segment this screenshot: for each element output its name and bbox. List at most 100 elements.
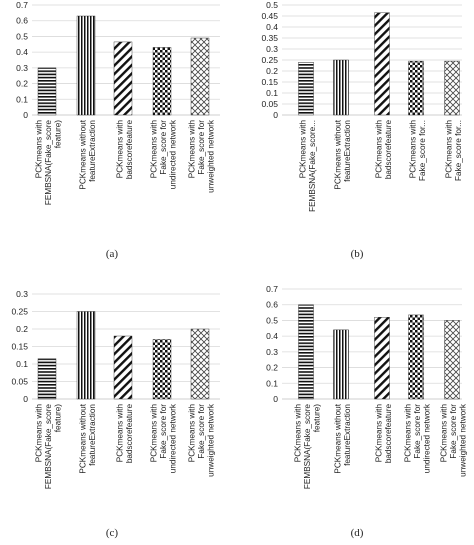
x-tick-label-line: Fake_score for bbox=[197, 120, 206, 175]
x-tick-label: PCKmeans without featureExtraction bbox=[78, 119, 97, 189]
bar-3 bbox=[374, 12, 390, 116]
x-tick-label-line: PCKmeans with bbox=[404, 404, 413, 463]
x-tick-label-line: FEMBSNA(Fake_score bbox=[303, 404, 312, 490]
x-tick-label-line: PCKmeans without bbox=[333, 119, 342, 189]
y-tick-label: 0.5 bbox=[266, 0, 278, 10]
x-tick-label-line: PCKmeans with bbox=[150, 404, 159, 463]
x-tick-label: PCKmeans with badscorefeature bbox=[115, 404, 134, 464]
x-tick-label-line: Fake_score for... bbox=[454, 120, 463, 181]
bar-3 bbox=[113, 41, 133, 116]
x-tick-label-line: badscorefeature bbox=[125, 120, 134, 180]
x-tick-label-line: PCKmeans with bbox=[298, 120, 307, 179]
caption-a: (a) bbox=[106, 248, 119, 260]
x-tick-label: PCKmeans without featureExtraction bbox=[78, 403, 97, 473]
y-tick-label: 0.3 bbox=[266, 347, 278, 357]
x-tick-label: PCKmeans with Fake_score for undirected ne… bbox=[404, 403, 432, 473]
x-tick-label: PCKmeans with FEMBSNA(Fake_score feature) bbox=[35, 404, 63, 490]
x-tick-label-line: PCKmeans with bbox=[408, 120, 417, 179]
x-tick-label-line: Fake_score for bbox=[413, 404, 422, 459]
y-tick-label: 0 bbox=[273, 110, 278, 120]
y-tick-label: 0.25 bbox=[261, 55, 278, 65]
bar-5 bbox=[444, 320, 460, 400]
x-tick-label-line: featureExtraction bbox=[88, 404, 97, 466]
x-tick-label-line: PCKmeans with bbox=[188, 120, 197, 179]
bar-3 bbox=[113, 335, 133, 400]
y-tick-label: 0.2 bbox=[266, 66, 278, 76]
y-tick-label: 0.1 bbox=[16, 94, 28, 104]
x-tick-label-line: PCKmeans with bbox=[440, 404, 449, 463]
x-tick-label-line: FEMBSNA(Fake_score bbox=[44, 404, 53, 490]
caption-b: (b) bbox=[351, 248, 364, 260]
bar-4 bbox=[152, 339, 172, 400]
x-tick-label-line: PCKmeans with bbox=[188, 404, 197, 463]
x-tick-label-line: undirected network bbox=[423, 403, 432, 473]
y-tick-label: 0.2 bbox=[16, 79, 28, 89]
bar-3 bbox=[374, 317, 390, 400]
x-tick-label-line: FEMBSNA(Fake_score bbox=[44, 120, 53, 206]
bar-2 bbox=[333, 329, 349, 400]
y-tick-label: 0.2 bbox=[266, 363, 278, 373]
bar-1 bbox=[298, 62, 314, 116]
bar-4 bbox=[408, 60, 424, 116]
x-tick-label-line: undirected network bbox=[169, 119, 178, 189]
y-tick-label: 0 bbox=[273, 394, 278, 404]
y-tick-label: 0.25 bbox=[11, 307, 28, 317]
x-tick-label: PCKmeans without featureExtraction bbox=[333, 119, 352, 189]
x-tick-label: PCKmeans with FEMBSNA(Fake_score... bbox=[298, 120, 317, 212]
x-tick-label-line: Fake_score for bbox=[159, 120, 168, 175]
x-tick-label-line: PCKmeans with bbox=[35, 120, 44, 179]
caption-d: (d) bbox=[351, 527, 364, 539]
y-tick-label: 0 bbox=[23, 110, 28, 120]
x-tick-label-line: PCKmeans with bbox=[444, 120, 453, 179]
bar-2 bbox=[76, 311, 96, 400]
x-tick-label-line: Fake_score for bbox=[449, 404, 458, 459]
x-tick-label-line: PCKmeans with bbox=[374, 404, 383, 463]
y-tick-label: 0.3 bbox=[16, 63, 28, 73]
x-tick-label: PCKmeans with Fake_score for... bbox=[444, 120, 463, 181]
y-tick-label: 0.15 bbox=[261, 77, 278, 87]
y-tick-label: 0.4 bbox=[266, 22, 278, 32]
bar-1 bbox=[298, 304, 314, 400]
x-tick-label: PCKmeans with Fake_score for unweighted ne… bbox=[188, 119, 216, 193]
x-tick-label: PCKmeans with Fake_score for undirected ne… bbox=[150, 403, 178, 473]
x-tick-label-line: unweighted network bbox=[207, 119, 216, 193]
x-tick-label: PCKmeans with badscorefeature bbox=[374, 120, 393, 180]
x-tick-label: PCKmeans with FEMBSNA(Fake_score feature) bbox=[35, 120, 63, 206]
x-tick-label: PCKmeans with FEMBSNA(Fake_score feature) bbox=[294, 404, 322, 490]
bar-1 bbox=[37, 67, 57, 116]
x-tick-label: PCKmeans with Fake_score for... bbox=[408, 120, 427, 181]
x-tick-label-line: badscorefeature bbox=[125, 404, 134, 464]
x-tick-label-line: PCKmeans with bbox=[294, 404, 303, 463]
bar-1 bbox=[37, 358, 57, 400]
y-tick-label: 0.05 bbox=[11, 377, 28, 387]
y-tick-label: 0.6 bbox=[266, 300, 278, 310]
bar-2 bbox=[333, 59, 349, 116]
y-tick-label: 0.1 bbox=[266, 88, 278, 98]
x-tick-label-line: feature) bbox=[313, 404, 322, 432]
x-tick-label: PCKmeans with Fake_score for unweighted ne… bbox=[440, 403, 468, 477]
y-tick-label: 0.1 bbox=[16, 359, 28, 369]
y-tick-label: 0.35 bbox=[261, 33, 278, 43]
y-tick-label: 0 bbox=[23, 394, 28, 404]
y-tick-label: 0.3 bbox=[266, 44, 278, 54]
caption-c: (c) bbox=[106, 527, 119, 539]
x-tick-label-line: badscorefeature bbox=[384, 404, 393, 464]
x-tick-label-line: badscorefeature bbox=[384, 120, 393, 180]
x-tick-label-line: FEMBSNA(Fake_score... bbox=[308, 120, 317, 212]
y-tick-label: 0.45 bbox=[261, 11, 278, 21]
x-tick-label: PCKmeans without featureExtraction bbox=[333, 403, 352, 473]
x-tick-label-line: PCKmeans with bbox=[35, 404, 44, 463]
y-tick-label: 0.15 bbox=[11, 342, 28, 352]
y-tick-label: 0.2 bbox=[16, 324, 28, 334]
x-tick-label-line: Fake_score for bbox=[159, 404, 168, 459]
panel-b: 00.050.10.150.20.250.30.350.40.450.5 PCKm… bbox=[261, 0, 462, 212]
x-tick-label-line: PCKmeans without bbox=[78, 119, 87, 189]
bar-2 bbox=[76, 15, 96, 116]
x-tick-label-line: unweighted network bbox=[207, 403, 216, 477]
y-tick-label: 0.4 bbox=[16, 47, 28, 57]
y-tick-label: 0.1 bbox=[266, 378, 278, 388]
bar-4 bbox=[408, 314, 424, 400]
